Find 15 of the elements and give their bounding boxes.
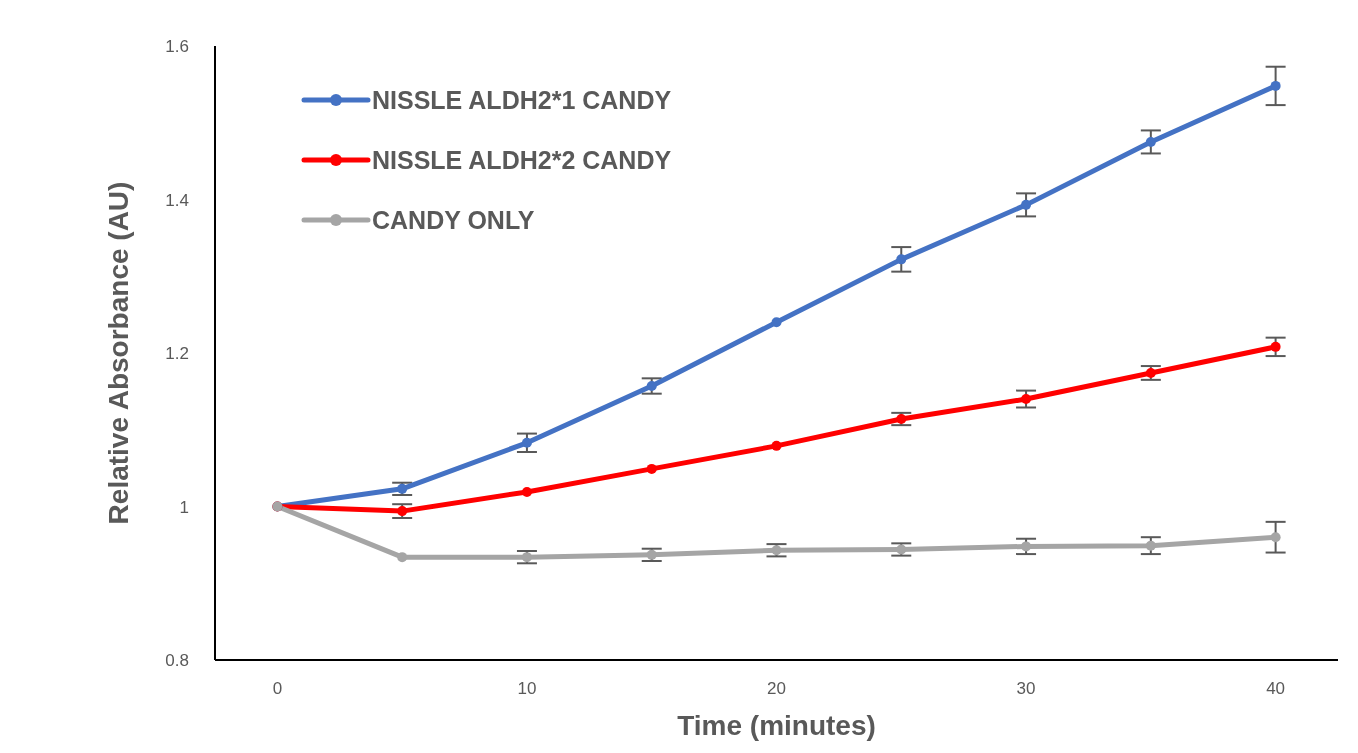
legend-label: NISSLE ALDH2*2 CANDY [372,145,672,175]
legend-label: CANDY ONLY [372,205,535,235]
y-tick-label: 1.2 [165,344,189,364]
y-tick-label: 1 [179,497,189,517]
legend-label: NISSLE ALDH2*1 CANDY [372,85,672,115]
x-tick-label: 40 [1266,679,1286,699]
y-tick-label: 1.6 [165,37,189,57]
x-axis-title: Time (minutes) [677,710,876,741]
x-tick-label: 30 [1016,679,1036,699]
x-tick-label: 20 [767,679,786,699]
x-tick-label: 10 [517,679,537,699]
y-axis-title: Relative Absorbance (AU) [102,181,134,525]
y-tick-label: 0.8 [165,651,189,671]
y-tick-label: 1.4 [165,190,189,210]
x-tick-label: 0 [272,679,283,699]
